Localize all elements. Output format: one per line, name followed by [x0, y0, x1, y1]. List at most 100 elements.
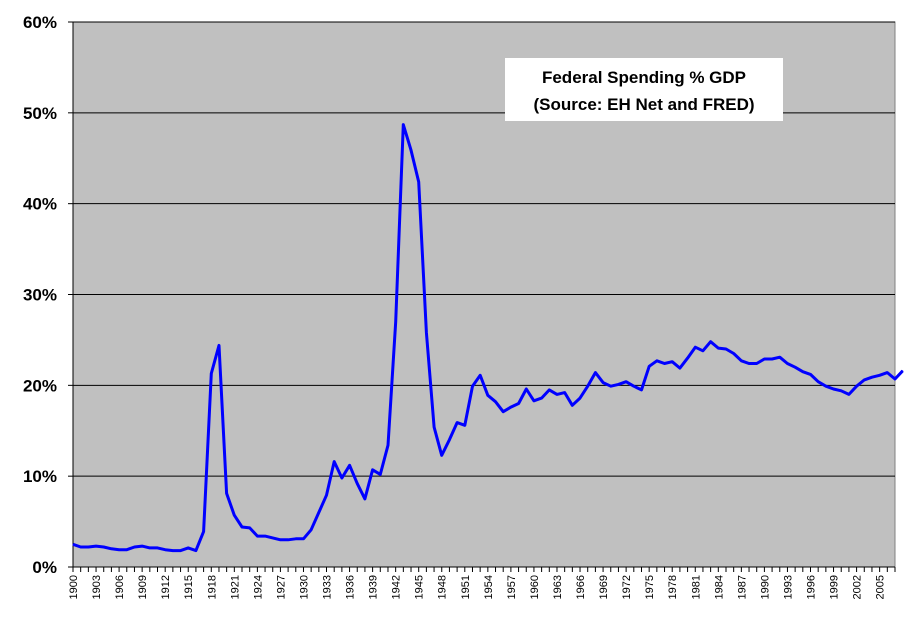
data-point-1981 [694, 346, 696, 348]
data-point-1959 [525, 388, 527, 390]
data-point-1992 [779, 356, 781, 358]
data-point-1948 [441, 454, 443, 456]
x-tick-label: 1903 [91, 575, 103, 599]
data-point-1963 [556, 393, 558, 395]
data-point-1944 [410, 149, 412, 151]
data-point-1968 [594, 372, 596, 374]
data-point-1973 [633, 385, 635, 387]
data-point-1987 [740, 360, 742, 362]
data-point-1950 [456, 422, 458, 424]
data-point-1916 [195, 550, 197, 552]
x-tick-label: 1981 [690, 575, 702, 599]
y-tick-label: 30% [23, 286, 57, 305]
x-tick-label: 1951 [460, 575, 472, 599]
x-tick-label: 1963 [552, 575, 564, 599]
data-point-1982 [702, 350, 704, 352]
data-point-2002 [856, 385, 858, 387]
x-tick-label: 1978 [667, 575, 679, 599]
x-tick-label: 1969 [598, 575, 610, 599]
x-tick-label: 1948 [437, 575, 449, 599]
y-tick-label: 10% [23, 467, 57, 486]
y-tick-label: 50% [23, 104, 57, 123]
data-point-1901 [80, 546, 82, 548]
data-point-1958 [518, 403, 520, 404]
data-point-1924 [256, 535, 258, 537]
y-tick-label: 60% [23, 13, 57, 32]
x-tick-label: 1966 [575, 575, 587, 599]
x-tick-label: 1918 [206, 575, 218, 599]
data-point-2003 [863, 379, 865, 381]
x-tick-label: 1975 [644, 575, 656, 599]
data-point-1910 [149, 547, 151, 549]
data-point-1900 [72, 543, 74, 545]
data-point-1976 [656, 360, 658, 362]
data-point-1972 [625, 381, 627, 383]
data-point-1940 [379, 473, 381, 475]
data-point-1935 [341, 477, 343, 479]
data-point-1966 [579, 397, 581, 399]
x-tick-label: 1921 [229, 575, 241, 599]
data-point-1902 [87, 546, 89, 548]
data-point-1999 [833, 388, 835, 390]
data-point-1952 [471, 385, 473, 387]
data-point-2007 [894, 378, 896, 380]
data-point-1977 [664, 363, 666, 365]
data-point-1991 [771, 358, 773, 360]
y-tick-label: 0% [32, 558, 57, 577]
data-point-1947 [433, 426, 435, 428]
x-tick-label: 1927 [275, 575, 287, 599]
data-point-1908 [133, 546, 135, 548]
data-point-1995 [802, 371, 804, 373]
data-point-2004 [871, 376, 873, 378]
x-tick-label: 1945 [414, 575, 426, 599]
data-point-1961 [541, 397, 543, 399]
data-point-1914 [180, 550, 182, 552]
data-point-1993 [786, 363, 788, 365]
y-tick-label: 40% [23, 195, 57, 214]
data-point-1969 [602, 382, 604, 384]
data-point-1983 [710, 341, 712, 343]
data-point-1932 [318, 512, 320, 513]
x-tick-label: 1930 [298, 575, 310, 599]
data-point-1960 [533, 400, 535, 402]
data-point-1911 [157, 547, 159, 549]
x-tick-label: 1906 [114, 575, 126, 599]
data-point-1928 [287, 539, 289, 541]
data-point-1921 [233, 514, 235, 516]
data-point-1985 [725, 348, 727, 350]
data-point-1954 [487, 394, 489, 396]
data-point-1925 [264, 535, 266, 537]
x-tick-label: 1915 [183, 575, 195, 599]
data-point-2000 [840, 390, 842, 392]
data-point-1913 [172, 550, 174, 552]
data-point-1994 [794, 366, 796, 368]
data-point-1949 [448, 439, 450, 441]
x-tick-label: 1939 [368, 575, 380, 599]
x-tick-label: 1987 [736, 575, 748, 599]
x-tick-label: 1984 [713, 575, 725, 599]
data-point-1956 [502, 411, 504, 413]
data-point-1927 [279, 539, 281, 541]
x-tick-label: 1924 [252, 575, 264, 599]
data-point-1904 [103, 546, 105, 548]
data-point-1980 [687, 357, 689, 359]
data-point-1926 [272, 537, 274, 539]
x-tick-label: 1900 [68, 575, 80, 599]
data-point-1930 [302, 538, 304, 540]
data-point-1903 [95, 545, 97, 547]
data-point-1955 [495, 401, 497, 403]
data-point-1946 [425, 332, 427, 334]
data-point-1919 [218, 344, 220, 346]
x-tick-label: 1996 [805, 575, 817, 599]
data-point-1974 [640, 389, 642, 391]
data-point-1957 [510, 406, 512, 408]
data-point-2005 [879, 374, 881, 376]
x-tick-label: 1942 [391, 575, 403, 599]
x-tick-label: 1999 [829, 575, 841, 599]
data-point-1906 [118, 549, 120, 551]
data-point-1929 [295, 538, 297, 540]
data-point-1938 [364, 498, 366, 500]
data-point-1962 [548, 389, 550, 391]
x-tick-label: 1960 [529, 575, 541, 599]
data-point-1964 [564, 392, 566, 394]
